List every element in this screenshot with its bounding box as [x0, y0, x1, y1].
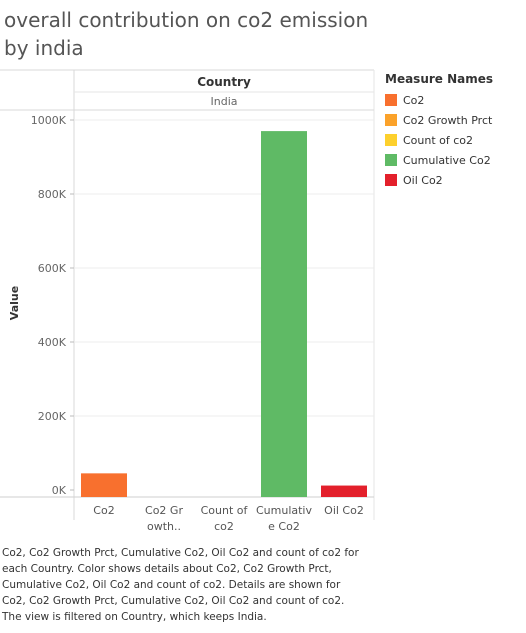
- legend-swatch: [385, 94, 397, 106]
- x-tick-label: Count of: [201, 504, 249, 517]
- legend-swatch: [385, 154, 397, 166]
- bar-cumulative-co2: [261, 131, 307, 497]
- x-tick-label: co2: [214, 520, 234, 533]
- legend-label: Oil Co2: [403, 173, 443, 187]
- chart-caption: Co2, Co2 Growth Prct, Cumulative Co2, Oi…: [2, 547, 359, 623]
- legend-item[interactable]: Cumulative Co2: [385, 150, 525, 170]
- y-tick-label: 0K: [52, 484, 67, 497]
- legend-item[interactable]: Co2 Growth Prct: [385, 110, 525, 130]
- legend-swatch: [385, 114, 397, 126]
- x-tick-label: Cumulativ: [256, 504, 313, 517]
- bar-co2: [81, 473, 127, 497]
- bar-oil-co2: [321, 485, 367, 497]
- legend-swatch: [385, 134, 397, 146]
- x-tick-label: owth..: [147, 520, 181, 533]
- header-value: India: [211, 95, 238, 108]
- y-axis-label: Value: [8, 286, 21, 320]
- legend-item[interactable]: Co2: [385, 90, 525, 110]
- legend-label: Count of co2: [403, 133, 474, 147]
- chart-title: overall contribution on co2 emission by …: [4, 8, 369, 60]
- legend-label: Co2 Growth Prct: [403, 113, 493, 127]
- legend-title: Measure Names: [385, 72, 494, 86]
- bar-chart: Country India 0K 200K 400K 600K 800K 1000K Value…: [0, 69, 375, 533]
- x-tick-label: Oil Co2: [324, 504, 364, 517]
- y-tick-label: 400K: [38, 336, 67, 349]
- legend-label: Cumulative Co2: [403, 153, 491, 167]
- legend-label: Co2: [403, 93, 425, 107]
- y-tick-label: 800K: [38, 188, 67, 201]
- legend-swatch: [385, 174, 397, 186]
- legend-item[interactable]: Oil Co2: [385, 170, 525, 190]
- y-tick-label: 200K: [38, 410, 67, 423]
- legend: Measure Names Co2 Co2 Growth Prct Count of…: [385, 72, 525, 190]
- y-tick-label: 600K: [38, 262, 67, 275]
- y-tick-label: 1000K: [31, 114, 67, 127]
- x-tick-label: e Co2: [268, 520, 300, 533]
- legend-item[interactable]: Count of co2: [385, 130, 525, 150]
- header-label: Country: [197, 75, 251, 89]
- x-tick-label: Co2 Gr: [145, 504, 183, 517]
- x-tick-label: Co2: [93, 504, 114, 517]
